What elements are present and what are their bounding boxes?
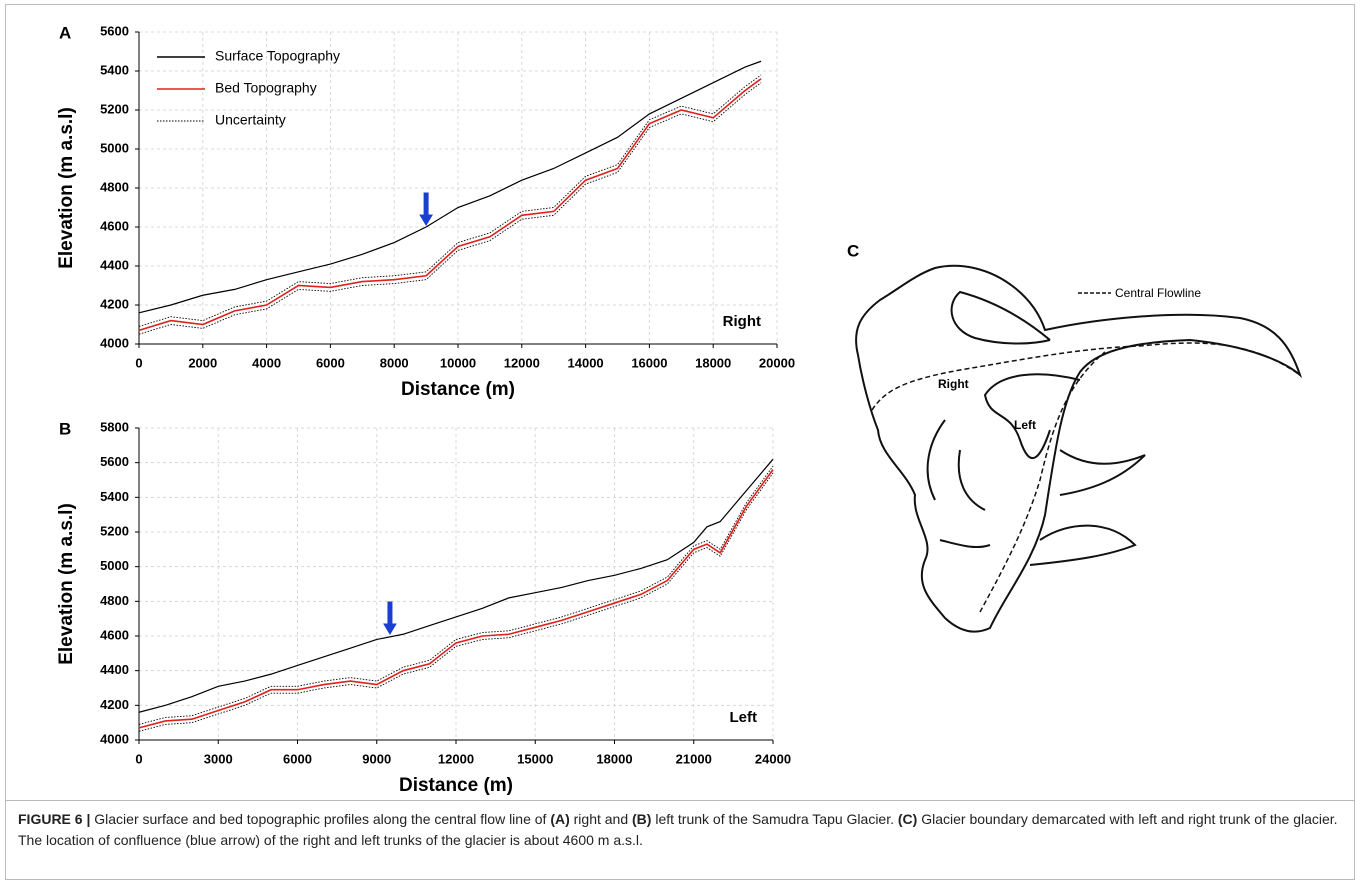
x-tick-label: 6000 xyxy=(283,751,312,766)
flowline-right xyxy=(871,342,1301,411)
tributary xyxy=(950,290,1051,345)
x-tick-label: 21000 xyxy=(676,751,712,766)
annotation: Right xyxy=(723,313,761,330)
tributary xyxy=(983,373,1081,460)
caption-label: FIGURE 6 | xyxy=(18,811,91,827)
x-tick-label: 14000 xyxy=(568,355,604,370)
caption-text: Glacier surface and bed topographic prof… xyxy=(94,811,551,827)
x-tick-label: 3000 xyxy=(204,751,233,766)
x-tick-label: 15000 xyxy=(517,751,553,766)
caption-rule xyxy=(5,800,1355,801)
series-line xyxy=(138,469,774,729)
y-tick-label: 5600 xyxy=(100,23,129,38)
x-tick-label: 2000 xyxy=(188,355,217,370)
caption-text: left trunk of the Samudra Tapu Glacier. xyxy=(651,811,898,827)
tributary xyxy=(1059,449,1146,496)
x-tick-label: 18000 xyxy=(695,355,731,370)
series-line xyxy=(138,60,762,314)
series-line xyxy=(138,78,762,332)
x-tick-label: 24000 xyxy=(755,751,791,766)
uncertainty-line xyxy=(138,472,774,732)
legend-label: Uncertainty xyxy=(215,112,286,128)
caption: FIGURE 6 | Glacier surface and bed topog… xyxy=(18,809,1343,851)
x-tick-label: 10000 xyxy=(440,355,476,370)
caption-ref: (A) xyxy=(550,811,570,827)
caption-ref: (B) xyxy=(632,811,652,827)
tributary xyxy=(926,419,991,549)
arrow xyxy=(419,192,433,226)
y-tick-label: 5400 xyxy=(100,489,129,504)
y-tick-label: 5400 xyxy=(100,62,129,77)
x-tick-label: 18000 xyxy=(596,751,632,766)
x-tick-label: 9000 xyxy=(362,751,391,766)
x-tick-label: 4000 xyxy=(252,355,281,370)
legend-label: Central Flowline xyxy=(1115,286,1201,300)
panel-label: A xyxy=(59,23,71,42)
annotation: Left xyxy=(730,709,758,726)
panel-label: B xyxy=(59,419,71,438)
frame xyxy=(5,4,1355,880)
x-tick-label: 8000 xyxy=(380,355,409,370)
arrow xyxy=(383,601,397,635)
y-tick-label: 4000 xyxy=(100,335,129,350)
caption-text: Glacier boundary demarcated with left an… xyxy=(18,811,1338,848)
y-tick-label: 5000 xyxy=(100,558,129,573)
x-tick-label: 0 xyxy=(135,751,142,766)
y-tick-label: 4800 xyxy=(100,179,129,194)
diagram xyxy=(855,264,1303,633)
y-tick-label: 4800 xyxy=(100,593,129,608)
y-tick-label: 5200 xyxy=(100,101,129,116)
uncertainty-line xyxy=(138,74,762,327)
uncertainty-line xyxy=(138,465,774,725)
x-tick-label: 12000 xyxy=(504,355,540,370)
legend-label: Surface Topography xyxy=(215,48,340,64)
y-tick-label: 4400 xyxy=(100,257,129,272)
x-tick-label: 0 xyxy=(135,355,142,370)
y-tick-label: 4000 xyxy=(100,731,129,746)
x-tick-label: 20000 xyxy=(759,355,795,370)
x-tick-label: 6000 xyxy=(316,355,345,370)
x-axis-title: Distance (m) xyxy=(401,379,515,400)
glacier-outline xyxy=(855,264,1303,633)
tributary xyxy=(1029,524,1137,566)
x-tick-label: 16000 xyxy=(631,355,667,370)
y-tick-label: 4200 xyxy=(100,296,129,311)
y-tick-label: 4600 xyxy=(100,218,129,233)
y-axis-title: Elevation (m a.s.l) xyxy=(56,503,77,665)
y-tick-label: 4600 xyxy=(100,627,129,642)
caption-text: right and xyxy=(569,811,633,827)
flowline-left xyxy=(979,351,1106,613)
trunk-label: Left xyxy=(1014,418,1036,432)
y-tick-label: 5000 xyxy=(100,140,129,155)
x-axis-title: Distance (m) xyxy=(399,775,513,796)
y-tick-label: 5200 xyxy=(100,523,129,538)
caption-ref: (C) xyxy=(897,811,918,827)
trunk-label: Right xyxy=(938,377,969,391)
y-tick-label: 4200 xyxy=(100,697,129,712)
charts: C Central Flowline Right Left 4000 4200 44… xyxy=(56,23,1303,796)
panel-label: C xyxy=(847,241,859,260)
legend-label: Bed Topography xyxy=(215,80,317,96)
y-tick-label: 5800 xyxy=(100,419,129,434)
y-axis-title: Elevation (m a.s.l) xyxy=(56,107,77,269)
uncertainty-line xyxy=(138,82,762,335)
y-tick-label: 5600 xyxy=(100,454,129,469)
x-tick-label: 12000 xyxy=(438,751,474,766)
series-line xyxy=(138,458,774,713)
y-tick-label: 4400 xyxy=(100,662,129,677)
